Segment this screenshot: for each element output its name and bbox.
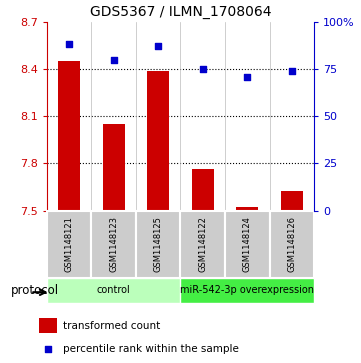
Text: control: control (97, 285, 131, 295)
Bar (180, 278, 314, 303)
Point (289, 68, 295, 74)
Bar (192, 169, 214, 211)
Point (155, 44, 161, 49)
Bar (236, 207, 258, 211)
Bar (280, 191, 303, 211)
Point (66, 41, 72, 47)
Bar (270, 211, 314, 278)
Bar (39, 318, 57, 333)
Point (200, 66, 206, 72)
Text: GSM1148126: GSM1148126 (287, 216, 296, 272)
Point (244, 74, 250, 79)
Point (45, 346, 51, 352)
Bar (147, 71, 169, 211)
Text: GSM1148124: GSM1148124 (243, 216, 252, 272)
Point (111, 57, 117, 62)
Bar (180, 211, 225, 278)
Text: GSM1148125: GSM1148125 (154, 216, 163, 272)
Text: miR-542-3p overexpression: miR-542-3p overexpression (180, 285, 314, 295)
Text: percentile rank within the sample: percentile rank within the sample (63, 344, 239, 354)
Bar (136, 211, 180, 278)
Text: protocol: protocol (11, 284, 59, 297)
Bar (103, 124, 125, 211)
Bar (58, 61, 80, 211)
Bar (225, 211, 270, 278)
Bar (47, 278, 180, 303)
Bar (91, 211, 136, 278)
Title: GDS5367 / ILMN_1708064: GDS5367 / ILMN_1708064 (90, 5, 271, 19)
Text: GSM1148121: GSM1148121 (65, 216, 74, 272)
Bar (47, 211, 91, 278)
Text: GSM1148123: GSM1148123 (109, 216, 118, 272)
Text: GSM1148122: GSM1148122 (198, 216, 207, 272)
Text: transformed count: transformed count (63, 321, 160, 331)
